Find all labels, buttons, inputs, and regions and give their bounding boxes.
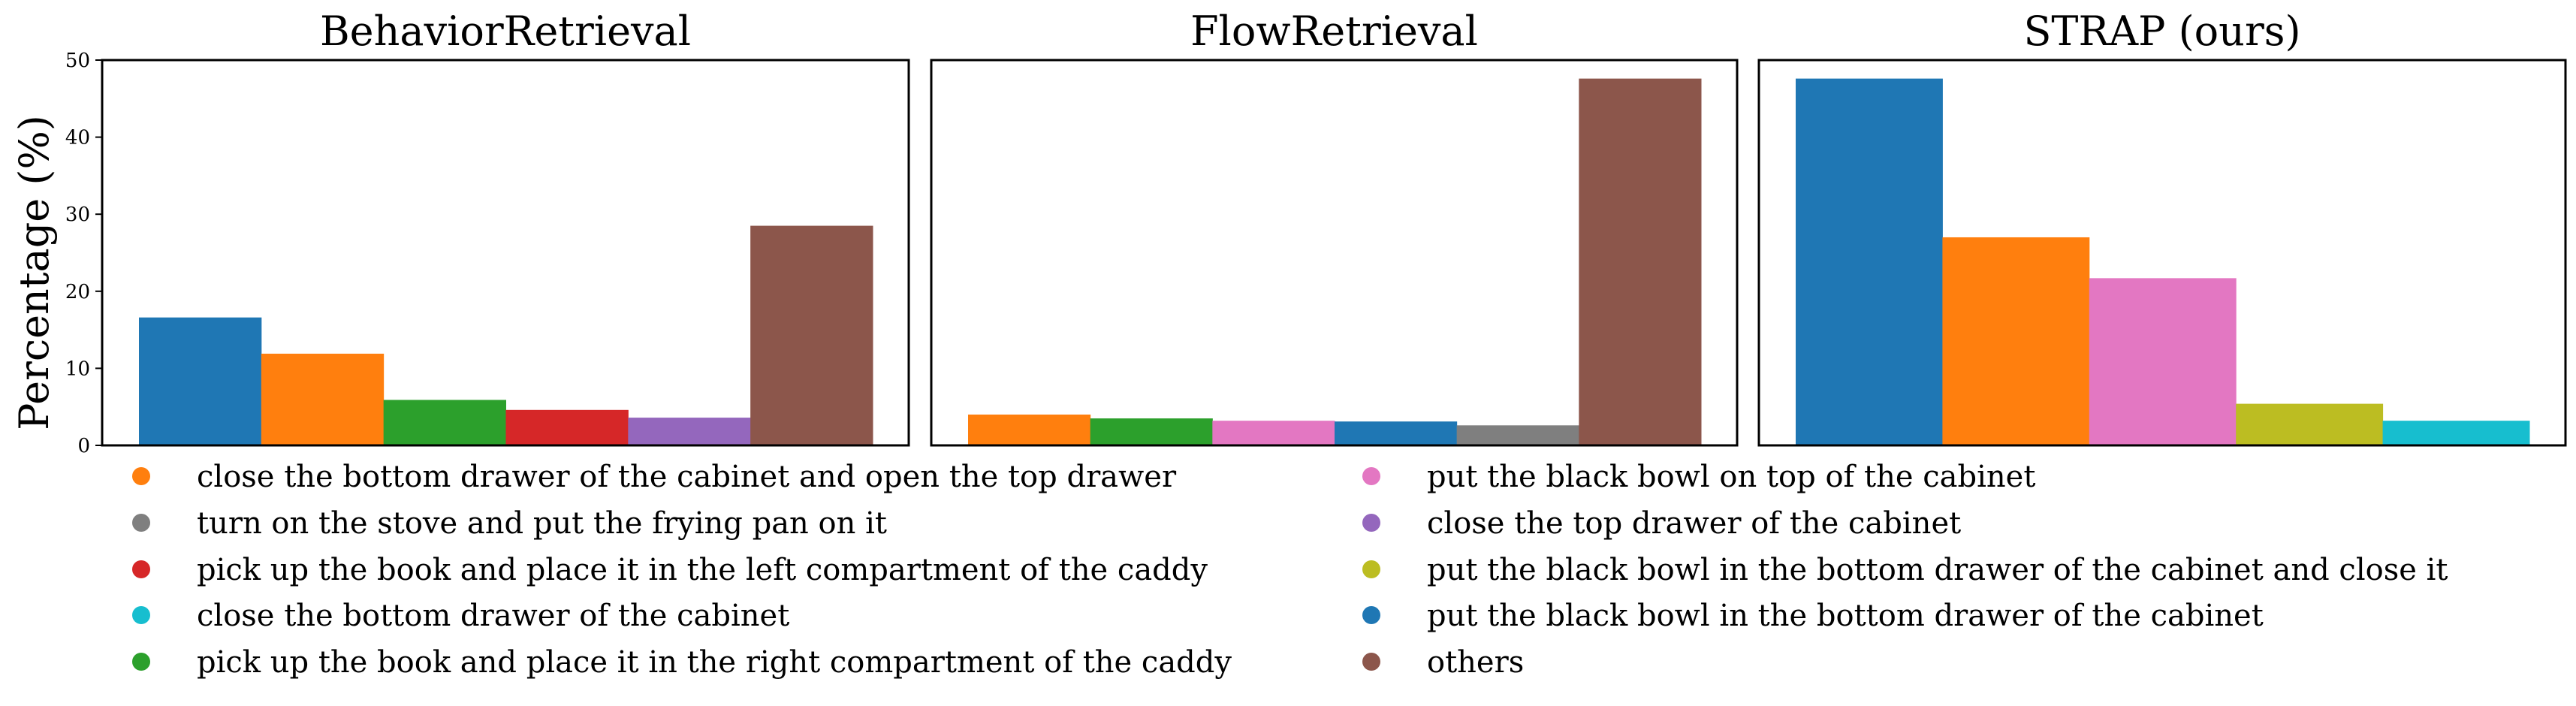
legend-marker (132, 514, 150, 532)
legend-item: put the black bowl on top of the cabinet (1362, 460, 2035, 494)
panel-title: STRAP (ours) (2023, 8, 2300, 55)
bar (2382, 421, 2530, 445)
bar (261, 353, 385, 445)
legend-label: others (1427, 645, 1524, 680)
bar (1212, 421, 1335, 445)
legend-label: pick up the book and place it in the lef… (197, 553, 1208, 587)
legend-item: close the top drawer of the cabinet (1362, 506, 1961, 541)
y-tick-label: 0 (77, 435, 90, 457)
legend-item: turn on the stove and put the frying pan… (132, 506, 887, 541)
panels: BehaviorRetrieval 0 10 20 30 40 50 FlowRetrieva… (65, 8, 2567, 457)
panel-1: BehaviorRetrieval 0 10 20 30 40 50 (65, 8, 910, 457)
legend-marker (132, 606, 150, 624)
legend-item: pick up the book and place it in the lef… (132, 553, 1208, 587)
legend: close the bottom drawer of the cabinet a… (132, 460, 2448, 680)
legend-marker (132, 560, 150, 578)
legend-item: close the bottom drawer of the cabinet (132, 599, 789, 633)
y-tick-label: 10 (65, 358, 90, 380)
legend-label: close the bottom drawer of the cabinet (197, 599, 789, 633)
y-tick-label: 20 (65, 281, 90, 303)
legend-label: close the bottom drawer of the cabinet a… (197, 460, 1177, 494)
bar (139, 317, 262, 445)
legend-marker (1362, 560, 1380, 578)
legend-marker (132, 653, 150, 671)
legend-label: put the black bowl on top of the cabinet (1427, 460, 2035, 494)
legend-marker (1362, 653, 1380, 671)
bar (383, 400, 506, 445)
legend-marker (132, 467, 150, 485)
bar (1090, 418, 1213, 445)
panel-title: BehaviorRetrieval (320, 8, 691, 55)
bar (2089, 278, 2237, 445)
bar (1942, 237, 2090, 445)
bar (1579, 78, 1702, 446)
bar (628, 418, 751, 445)
y-tick-label: 30 (65, 204, 90, 226)
panel-2: FlowRetrieval (930, 8, 1739, 447)
bar (1335, 421, 1458, 445)
legend-marker (1362, 467, 1380, 485)
legend-label: put the black bowl in the bottom drawer … (1427, 599, 2264, 633)
bar (968, 414, 1091, 445)
bar (750, 225, 873, 445)
legend-label: close the top drawer of the cabinet (1427, 506, 1961, 541)
plot-frame (101, 59, 910, 447)
panel-title: FlowRetrieval (1190, 8, 1478, 55)
y-axis-label: Percentage (%) (11, 115, 58, 430)
legend-item: others (1362, 645, 1524, 680)
plot-frame (1757, 59, 2567, 447)
legend-item: pick up the book and place it in the rig… (132, 645, 1232, 680)
y-tick-label: 50 (65, 50, 90, 72)
legend-marker (1362, 606, 1380, 624)
bar (1456, 425, 1579, 445)
legend-marker (1362, 514, 1380, 532)
legend-label: turn on the stove and put the frying pan… (197, 506, 887, 541)
plot-frame (930, 59, 1739, 447)
y-tick-label: 40 (65, 127, 90, 149)
legend-label: put the black bowl in the bottom drawer … (1427, 553, 2448, 587)
legend-item: put the black bowl in the bottom drawer … (1362, 553, 2448, 587)
legend-label: pick up the book and place it in the rig… (197, 645, 1232, 680)
bar (505, 409, 629, 445)
bar (2236, 403, 2384, 445)
legend-item: close the bottom drawer of the cabinet a… (132, 460, 1177, 494)
legend-item: put the black bowl in the bottom drawer … (1362, 599, 2264, 633)
bar (1796, 78, 1943, 446)
panel-3: STRAP (ours) (1757, 8, 2567, 447)
